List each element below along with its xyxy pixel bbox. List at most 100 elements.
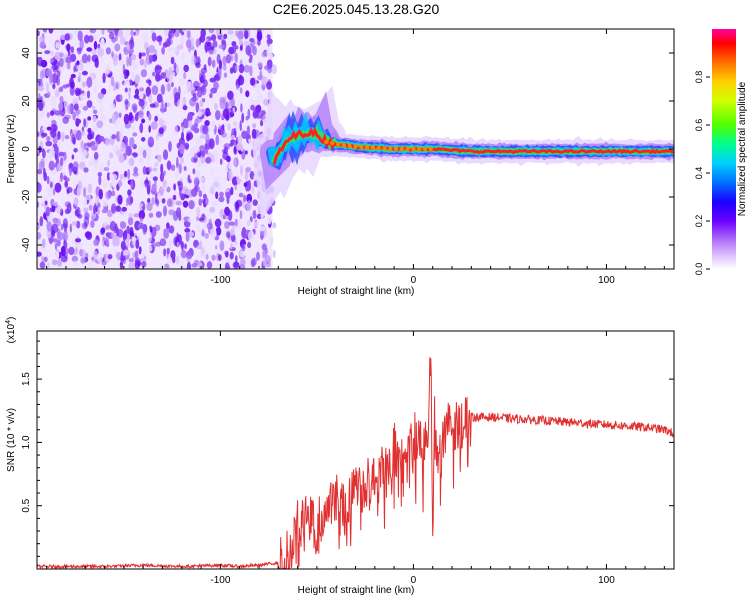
noise-speck (83, 167, 89, 173)
noise-speck (84, 212, 90, 220)
noise-speck (54, 89, 60, 98)
snr-panel: -100 0 100 0.5 1.0 1.5 Height of straight lin… (5, 317, 675, 596)
noise-speck (79, 93, 87, 101)
noise-speck (120, 240, 126, 251)
noise-speck (230, 186, 234, 196)
noise-speck (101, 29, 105, 35)
noise-speck (50, 147, 54, 152)
noise-speck (123, 80, 130, 87)
noise-speck (136, 261, 142, 267)
noise-speck (125, 69, 130, 77)
noise-speck (113, 226, 118, 234)
noise-speck (141, 137, 146, 142)
figure-title: C2E6.2025.045.13.28.G20 (273, 1, 440, 17)
noise-speck (55, 42, 60, 49)
noise-speck (120, 141, 126, 153)
noise-speck (68, 213, 73, 220)
noise-speck (237, 218, 242, 230)
noise-speck (127, 189, 132, 197)
noise-speck (191, 54, 196, 65)
noise-speck (266, 254, 270, 263)
noise-speck (79, 161, 86, 170)
noise-speck (39, 41, 46, 49)
colorbar-label: Normalized spectral amplitude (737, 81, 748, 216)
noise-speck (225, 188, 230, 193)
noise-speck (38, 93, 41, 100)
noise-speck (119, 221, 127, 229)
noise-speck (267, 41, 270, 47)
noise-speck (105, 47, 111, 55)
noise-speck (252, 123, 257, 129)
noise-speck (74, 238, 82, 243)
noise-speck (62, 218, 68, 230)
noise-speck (117, 194, 123, 205)
noise-speck (46, 82, 49, 93)
noise-speck (77, 76, 81, 83)
noise-speck (159, 172, 165, 182)
noise-speck (148, 44, 156, 54)
noise-speck (163, 248, 167, 257)
noise-speck (219, 191, 224, 198)
noise-speck (93, 250, 98, 260)
snr-plot-area (37, 357, 674, 569)
noise-speck (138, 87, 145, 92)
noise-speck (246, 220, 251, 227)
noise-speck (141, 118, 146, 124)
noise-speck (83, 207, 89, 214)
noise-speck (38, 101, 44, 111)
noise-speck (162, 149, 169, 160)
noise-speck (73, 197, 79, 206)
noise-speck (232, 107, 236, 113)
noise-speck (252, 108, 259, 118)
noise-speck (238, 192, 244, 198)
noise-speck (235, 84, 239, 91)
noise-speck (50, 58, 54, 63)
y-tick-label: 0.5 (21, 498, 32, 512)
noise-speck (224, 221, 230, 230)
ridge-peak-dot (405, 146, 410, 152)
noise-speck (86, 100, 93, 108)
noise-speck (54, 144, 59, 154)
noise-speck (186, 134, 191, 142)
noise-speck (76, 242, 83, 250)
noise-speck (71, 133, 76, 144)
noise-speck (205, 197, 209, 206)
colorbar-tick-label: 0.4 (694, 167, 704, 180)
noise-speck (49, 73, 53, 84)
noise-speck (77, 30, 83, 42)
noise-speck (197, 261, 203, 269)
noise-speck (228, 162, 232, 170)
noise-speck (101, 178, 108, 189)
noise-speck (70, 73, 76, 79)
noise-speck (237, 75, 245, 86)
noise-speck (186, 250, 193, 260)
noise-speck (252, 209, 257, 220)
noise-speck (174, 124, 178, 135)
noise-speck (76, 60, 80, 67)
noise-speck (130, 179, 134, 189)
noise-speck (52, 83, 56, 90)
noise-speck (93, 159, 99, 170)
noise-speck (147, 166, 153, 173)
noise-speck (198, 190, 203, 198)
noise-speck (161, 184, 168, 190)
noise-speck (131, 236, 135, 242)
noise-speck (263, 98, 269, 105)
noise-speck (179, 77, 186, 86)
noise-speck (201, 184, 206, 192)
noise-speck (219, 158, 223, 165)
ridge-peak-dot (341, 143, 347, 148)
noise-speck (261, 76, 268, 86)
noise-speck (175, 169, 179, 180)
noise-speck (240, 164, 243, 176)
noise-speck (76, 109, 81, 115)
noise-speck (262, 249, 267, 260)
noise-speck (221, 124, 225, 130)
noise-speck (124, 98, 129, 105)
ridge-peak-dot (411, 146, 416, 152)
noise-speck (46, 221, 52, 232)
noise-speck (90, 220, 95, 228)
noise-speck (53, 60, 60, 70)
noise-speck (141, 261, 147, 268)
noise-speck (47, 187, 53, 197)
